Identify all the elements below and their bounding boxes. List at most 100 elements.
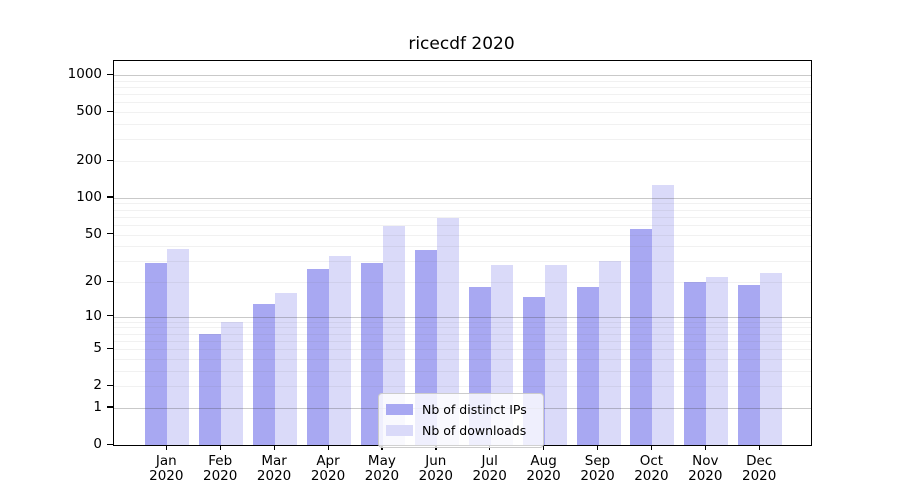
x-tick-year: 2020 <box>526 468 561 484</box>
x-tick-mark <box>543 445 545 450</box>
bar-downloads <box>167 248 190 445</box>
bar-downloads <box>221 321 244 445</box>
gridline-minor <box>114 209 811 211</box>
y-tick-label: 50 <box>84 225 102 242</box>
x-tick-mark <box>704 445 707 450</box>
bar-distinct-ips <box>307 268 329 445</box>
x-tick-month: Jul <box>481 453 498 469</box>
y-tick-label: 1000 <box>67 66 102 82</box>
y-tick-mark <box>107 73 113 75</box>
x-tick-mark <box>165 445 168 450</box>
y-tick-label: 200 <box>76 152 102 168</box>
bar-downloads <box>275 293 298 445</box>
y-tick-mark <box>107 315 113 317</box>
x-tick-month: Sep <box>584 453 611 469</box>
gridline-minor <box>114 87 811 88</box>
legend-swatch <box>386 425 413 436</box>
legend-label: Nb of distinct IPs <box>422 402 527 417</box>
x-tick-mark <box>327 445 329 450</box>
y-tick-mark <box>107 406 113 408</box>
x-tick-month: May <box>367 453 396 469</box>
bar-distinct-ips <box>630 228 653 445</box>
bar-distinct-ips <box>145 262 168 445</box>
y-tick-label: 5 <box>93 340 102 357</box>
bar-downloads <box>382 225 405 445</box>
gridline-minor <box>114 139 811 141</box>
gridline-major <box>114 197 811 199</box>
y-tick-mark <box>107 384 113 386</box>
x-tick-year: 2020 <box>580 468 615 484</box>
gridline-minor <box>114 216 811 218</box>
x-tick-label: May 2020 <box>355 454 409 484</box>
x-tick-label: Sep 2020 <box>571 454 625 484</box>
bar-downloads <box>329 256 351 445</box>
y-tick-label: 1 <box>93 398 102 415</box>
x-tick-label: Jan 2020 <box>139 454 193 484</box>
x-tick-label: Dec 2020 <box>732 454 786 484</box>
y-tick-label: 0 <box>93 436 102 452</box>
gridline-minor <box>114 112 811 114</box>
x-tick-label: Feb 2020 <box>193 454 247 484</box>
gridline-minor <box>114 261 811 263</box>
x-tick-label: Jun 2020 <box>409 454 463 484</box>
y-tick-mark <box>107 280 113 282</box>
y-tick-label: 100 <box>76 188 102 205</box>
y-tick-mark <box>107 443 113 445</box>
x-tick-year: 2020 <box>203 468 238 484</box>
x-tick-label: Aug 2020 <box>517 454 571 484</box>
bar-distinct-ips <box>576 287 599 445</box>
gridline-minor <box>114 234 811 236</box>
x-tick-year: 2020 <box>418 468 453 484</box>
x-tick-year: 2020 <box>364 468 400 484</box>
legend-item: Nb of downloads <box>386 420 543 441</box>
gridline-minor <box>114 102 811 104</box>
x-tick-mark <box>273 445 275 450</box>
bar-distinct-ips <box>253 303 276 445</box>
x-tick-mark <box>219 445 221 450</box>
bar-downloads <box>544 264 567 445</box>
y-tick-mark <box>107 233 113 235</box>
gridline-minor <box>114 161 811 162</box>
x-tick-label: Apr 2020 <box>301 454 355 484</box>
gridline-minor <box>114 224 811 226</box>
x-tick-month: Dec <box>746 453 773 469</box>
legend: Nb of distinct IPs Nb of downloads <box>378 393 544 448</box>
bar-downloads <box>436 217 459 445</box>
x-tick-month: Mar <box>261 453 287 469</box>
x-tick-month: Nov <box>692 453 719 469</box>
bar-distinct-ips <box>684 282 707 445</box>
x-tick-year: 2020 <box>149 468 184 484</box>
x-tick-month: Oct <box>639 453 664 469</box>
x-tick-month: Jun <box>425 453 447 469</box>
chart-title: ricecdf 2020 <box>408 34 515 54</box>
x-tick-label: Mar 2020 <box>247 454 301 484</box>
plot-area: Nb of distinct IPs Nb of downloads <box>113 60 812 448</box>
bar-downloads <box>760 272 783 445</box>
gridline-minor <box>114 203 811 205</box>
x-tick-year: 2020 <box>256 468 292 484</box>
y-tick-mark <box>107 159 113 161</box>
legend-swatch <box>386 404 413 415</box>
x-tick-month: Jan <box>155 453 177 469</box>
x-tick-month: Apr <box>316 453 340 469</box>
gridline-minor <box>114 124 811 125</box>
y-tick-label: 10 <box>84 307 102 324</box>
x-tick-label: Jul 2020 <box>463 454 517 484</box>
x-tick-label: Oct 2020 <box>624 454 678 484</box>
bar-distinct-ips <box>360 262 383 445</box>
x-tick-year: 2020 <box>472 468 507 484</box>
legend-label: Nb of downloads <box>422 423 527 438</box>
x-tick-mark <box>758 445 760 450</box>
y-tick-mark <box>107 110 113 112</box>
x-tick-year: 2020 <box>688 468 723 484</box>
y-tick-mark <box>107 196 113 198</box>
gridline-minor <box>114 80 811 82</box>
bar-downloads <box>598 261 621 445</box>
bar-distinct-ips <box>199 333 222 445</box>
x-tick-year: 2020 <box>310 468 346 484</box>
x-tick-mark <box>650 445 653 450</box>
gridline-minor <box>114 94 811 96</box>
gridline-minor <box>114 246 811 248</box>
y-tick-mark <box>107 347 113 349</box>
